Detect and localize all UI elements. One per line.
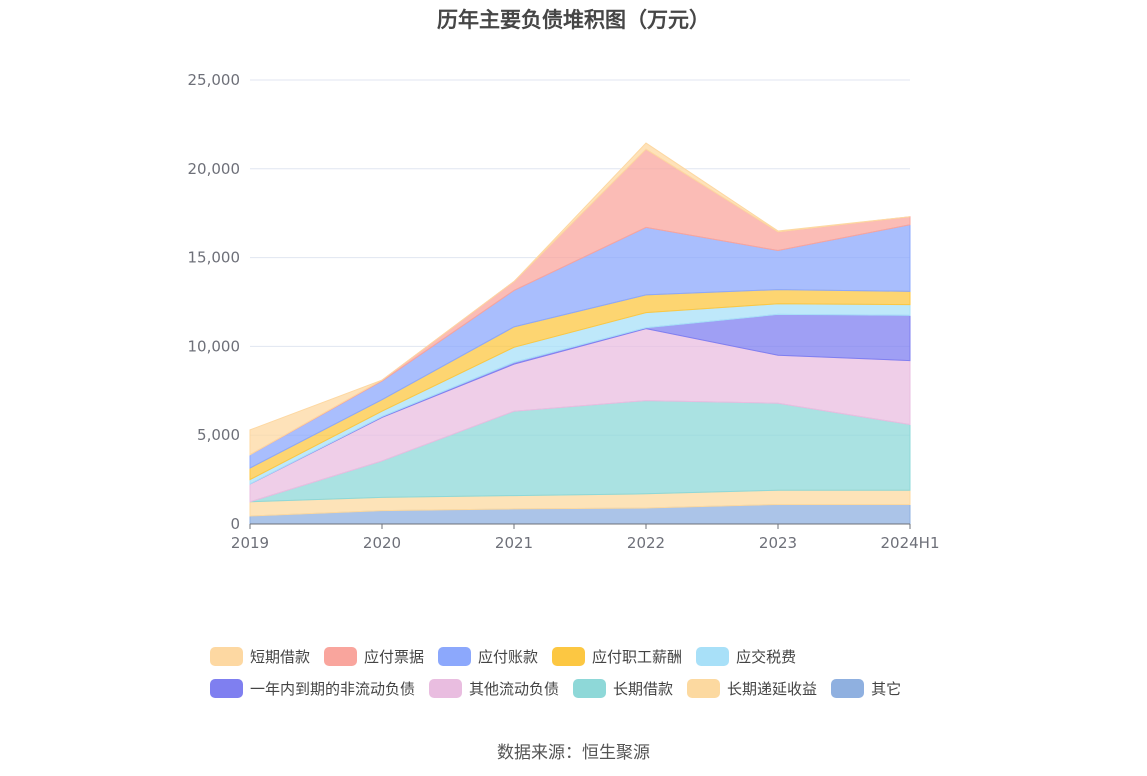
legend-label: 短期借款 <box>250 647 311 666</box>
legend-label: 应付票据 <box>364 647 425 666</box>
legend-swatch <box>573 678 607 698</box>
series-areas <box>249 142 911 525</box>
legend-item[interactable]: 其它 <box>831 678 901 699</box>
legend-label: 应付职工薪酬 <box>592 647 683 666</box>
x-tick-label: 2022 <box>627 534 665 552</box>
legend-label: 其他流动负债 <box>469 679 560 698</box>
x-tick-label: 2023 <box>759 534 797 552</box>
x-axis <box>249 523 911 529</box>
x-tick-label: 2024H1 <box>881 534 940 552</box>
legend-swatch <box>429 678 463 698</box>
series-area <box>249 142 911 456</box>
legend-item[interactable]: 应付票据 <box>324 646 424 667</box>
y-tick-label: 20,000 <box>188 160 241 178</box>
legend-swatch <box>831 678 865 698</box>
legend-swatch <box>687 678 721 698</box>
legend-item[interactable]: 短期借款 <box>210 646 310 667</box>
legend-swatch <box>210 678 243 698</box>
legend-swatch <box>210 646 243 666</box>
legend-swatch <box>552 646 586 666</box>
legend-label: 长期递延收益 <box>727 679 818 698</box>
legend-label: 长期借款 <box>613 679 674 698</box>
chart-title: 历年主要负债堆积图（万元） <box>437 8 710 32</box>
legend: 短期借款 应付票据 应付账款 应付职工薪酬 应交税费 一年内到期的非流动负债 其他流动负债… <box>210 640 970 704</box>
legend-item[interactable]: 应交税费 <box>696 646 796 667</box>
legend-label: 一年内到期的非流动负债 <box>250 679 416 698</box>
legend-item[interactable]: 长期递延收益 <box>687 678 817 699</box>
legend-swatch <box>438 646 472 666</box>
legend-item[interactable]: 应付职工薪酬 <box>552 646 682 667</box>
legend-item[interactable]: 应付账款 <box>438 646 538 667</box>
x-axis-tick-labels: 2019 2020 2021 2022 2023 2024H1 <box>231 534 940 552</box>
x-tick-label: 2019 <box>231 534 269 552</box>
y-tick-label: 10,000 <box>188 337 241 355</box>
y-tick-label: 25,000 <box>188 71 241 89</box>
legend-item[interactable]: 一年内到期的非流动负债 <box>210 678 415 699</box>
data-source-note: 数据来源：恒生聚源 <box>497 743 650 763</box>
y-tick-label: 5,000 <box>197 426 240 444</box>
legend-label: 应交税费 <box>736 647 797 666</box>
legend-item[interactable]: 其他流动负债 <box>429 678 559 699</box>
legend-label: 其它 <box>871 679 902 698</box>
legend-row-1: 短期借款 应付票据 应付账款 应付职工薪酬 应交税费 <box>210 640 970 672</box>
legend-label: 应付账款 <box>478 647 539 666</box>
legend-swatch <box>696 646 730 666</box>
y-tick-label: 15,000 <box>188 249 241 267</box>
legend-swatch <box>324 646 358 666</box>
legend-row-2: 一年内到期的非流动负债 其他流动负债 长期借款 长期递延收益 其它 <box>210 672 970 704</box>
legend-item[interactable]: 长期借款 <box>573 678 673 699</box>
y-axis-tick-labels: 0 5,000 10,000 15,000 20,000 25,000 <box>188 71 241 533</box>
x-tick-label: 2020 <box>363 534 401 552</box>
x-tick-label: 2021 <box>495 534 533 552</box>
y-tick-label: 0 <box>230 515 240 533</box>
